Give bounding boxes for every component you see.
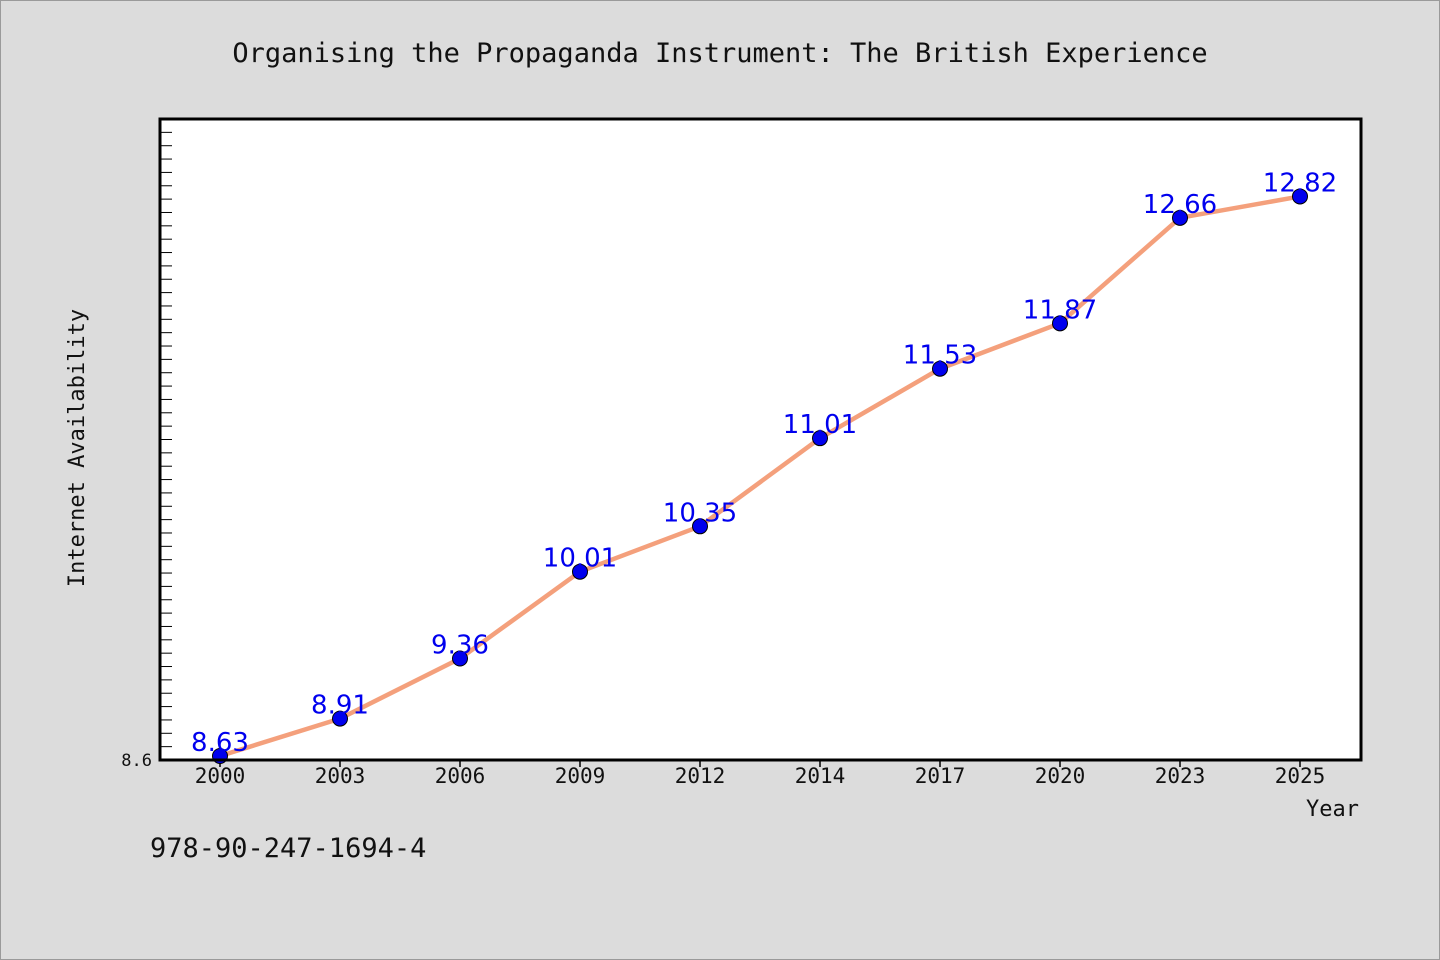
x-tick-label: 2000	[195, 764, 246, 788]
y-minor-ticks	[160, 131, 172, 748]
x-ticks: 2000 2003 2006 2009 2012 2014 2017 2020 2023 2025	[195, 760, 1326, 788]
x-tick-label: 2014	[795, 764, 846, 788]
data-label: 12.82	[1263, 168, 1337, 198]
y-tick-label: 8.6	[121, 751, 152, 771]
data-point	[572, 563, 588, 580]
y-axis-title: Internet Availability	[65, 309, 90, 587]
data-point	[692, 518, 708, 535]
data-label: 8.63	[191, 728, 249, 758]
data-label: 11.53	[903, 341, 977, 371]
data-label: 9.36	[431, 631, 489, 661]
series-line	[219, 194, 1301, 759]
data-label: 8.91	[311, 691, 369, 721]
data-label: 10.01	[543, 544, 617, 574]
chart-title: Organising the Propaganda Instrument: Th…	[232, 38, 1207, 69]
data-point	[332, 710, 348, 727]
x-tick-label: 2017	[915, 764, 966, 788]
x-tick-label: 2006	[435, 764, 486, 788]
isbn-caption: 978-90-247-1694-4	[150, 833, 427, 864]
data-point	[452, 650, 468, 667]
data-point	[812, 430, 828, 447]
data-point	[1052, 315, 1068, 332]
data-label: 11.87	[1023, 295, 1097, 325]
data-labels: 8.63 8.91 9.36 10.01 10.35 11.01 11.53 11.87 12.…	[191, 168, 1337, 758]
plot-area	[160, 119, 1361, 760]
data-point	[932, 360, 948, 377]
data-label: 12.66	[1143, 190, 1217, 220]
data-label: 10.35	[663, 498, 737, 528]
x-tick-label: 2020	[1035, 764, 1086, 788]
plot-border	[158, 117, 1363, 762]
x-tick-label: 2025	[1275, 764, 1326, 788]
x-tick-label: 2023	[1155, 764, 1206, 788]
x-tick-label: 2009	[555, 764, 606, 788]
data-markers	[212, 188, 1308, 764]
data-point	[1172, 209, 1188, 226]
x-tick-label: 2012	[675, 764, 726, 788]
x-tick-label: 2003	[315, 764, 366, 788]
data-label: 11.01	[783, 410, 857, 440]
x-axis-title: Year	[1306, 797, 1359, 822]
data-point	[1292, 188, 1308, 205]
